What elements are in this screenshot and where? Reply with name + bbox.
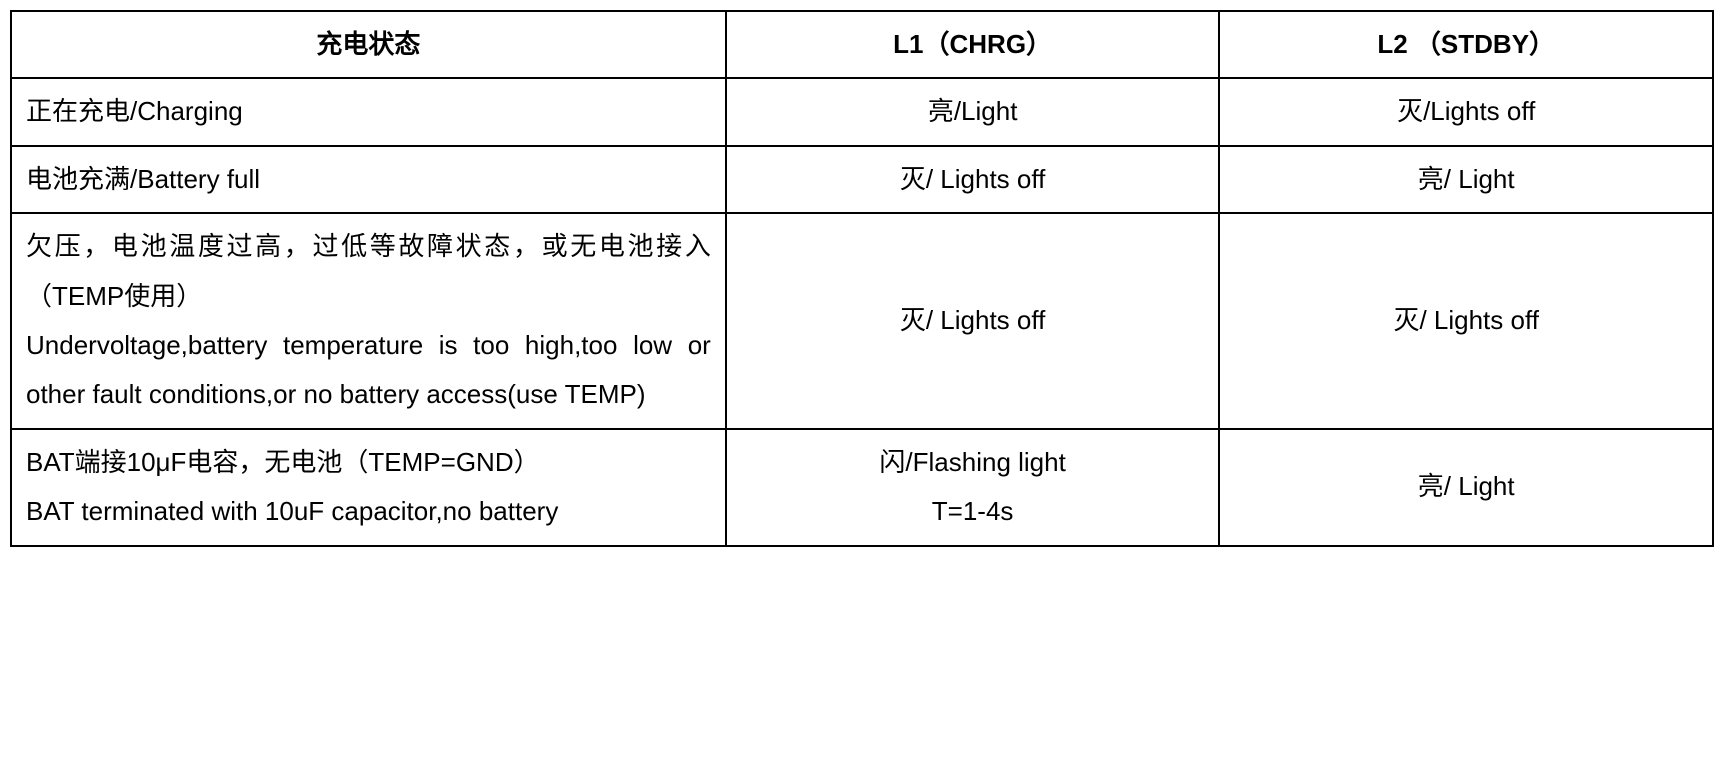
cell-l1: 灭/ Lights off [726, 213, 1220, 429]
cell-l1: 灭/ Lights off [726, 146, 1220, 213]
cell-state: 电池充满/Battery full [11, 146, 726, 213]
table-row: 欠压，电池温度过高，过低等故障状态，或无电池接入（TEMP使用）Undervol… [11, 213, 1713, 429]
table-row: BAT端接10μF电容，无电池（TEMP=GND）BAT terminated … [11, 429, 1713, 546]
header-l1: L1（CHRG） [726, 11, 1220, 78]
table-row: 电池充满/Battery full 灭/ Lights off 亮/ Light [11, 146, 1713, 213]
charging-status-table: 充电状态 L1（CHRG） L2 （STDBY） 正在充电/Charging 亮… [10, 10, 1714, 547]
table-row: 正在充电/Charging 亮/Light 灭/Lights off [11, 78, 1713, 145]
cell-l2: 亮/ Light [1219, 146, 1713, 213]
cell-l1: 闪/Flashing lightT=1-4s [726, 429, 1220, 546]
cell-state: 正在充电/Charging [11, 78, 726, 145]
cell-state: BAT端接10μF电容，无电池（TEMP=GND）BAT terminated … [11, 429, 726, 546]
cell-state: 欠压，电池温度过高，过低等故障状态，或无电池接入（TEMP使用）Undervol… [11, 213, 726, 429]
cell-l1: 亮/Light [726, 78, 1220, 145]
cell-l2: 灭/ Lights off [1219, 213, 1713, 429]
cell-l2: 亮/ Light [1219, 429, 1713, 546]
header-state: 充电状态 [11, 11, 726, 78]
cell-l2: 灭/Lights off [1219, 78, 1713, 145]
header-l2: L2 （STDBY） [1219, 11, 1713, 78]
table-header-row: 充电状态 L1（CHRG） L2 （STDBY） [11, 11, 1713, 78]
